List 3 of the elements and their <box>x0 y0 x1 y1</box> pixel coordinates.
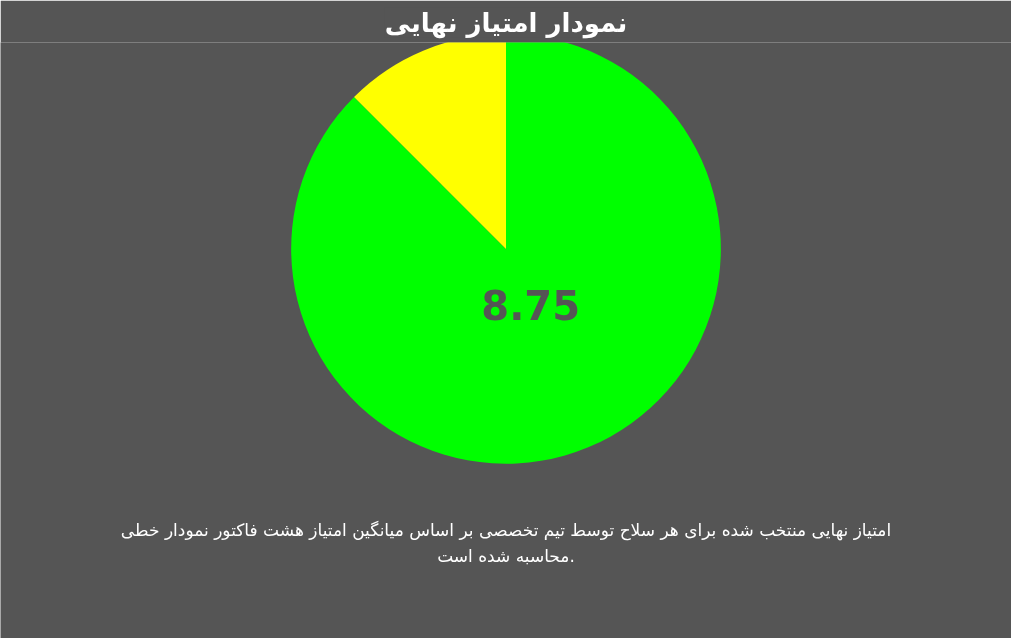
data-label: 8.75 <box>481 282 581 329</box>
chart-title: نمودار امتیاز نهایی <box>384 7 628 39</box>
text: امتیاز نهایی منتخب شده برای هر سلاح توسط تیم تخصصی بر اساس میانگین امتیاز هشت فاکتور نمودار خطی محاسبه شده است. <box>120 520 892 567</box>
